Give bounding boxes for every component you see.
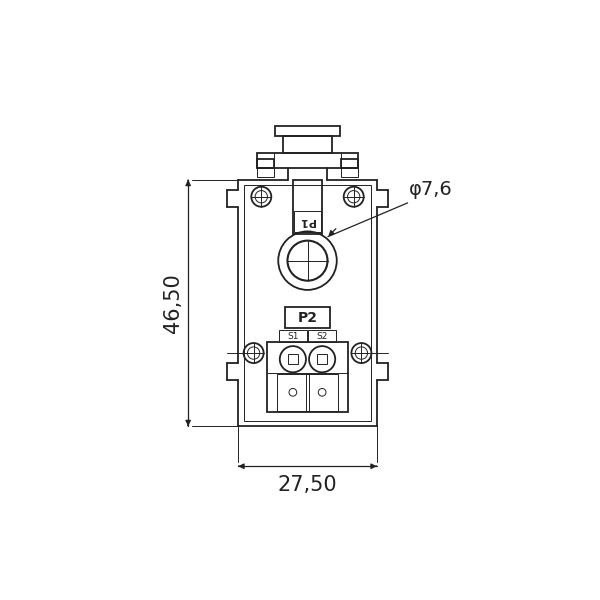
Bar (283, 136, 332, 153)
Text: S2: S2 (316, 332, 328, 341)
Text: P1: P1 (299, 217, 316, 226)
Text: 27,50: 27,50 (278, 475, 337, 495)
Bar (293, 211, 322, 232)
Bar (308, 330, 336, 342)
Bar (257, 168, 274, 178)
Bar (277, 374, 309, 411)
Bar (279, 330, 307, 342)
Text: 46,50: 46,50 (163, 273, 183, 333)
Bar (244, 185, 371, 421)
Bar (285, 307, 330, 328)
Bar (317, 354, 327, 364)
Bar (341, 159, 358, 168)
Bar (257, 153, 358, 168)
Text: P2: P2 (298, 311, 317, 325)
Text: S1: S1 (287, 332, 299, 341)
Bar (275, 126, 340, 136)
Bar (268, 342, 347, 412)
Bar (306, 374, 338, 411)
Bar (288, 354, 298, 364)
Bar (341, 168, 358, 178)
Bar (257, 159, 274, 168)
Bar (293, 180, 322, 233)
Text: φ7,6: φ7,6 (409, 179, 453, 199)
